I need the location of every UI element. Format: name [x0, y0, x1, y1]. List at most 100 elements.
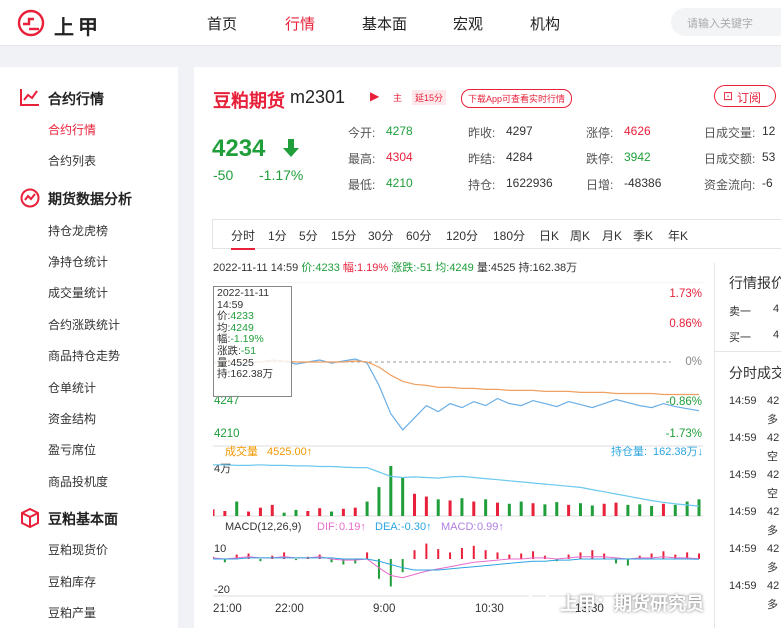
search-input[interactable]: 请输入关键字 — [671, 8, 781, 36]
macd-label: MACD(12,26,9) — [225, 521, 301, 533]
delay-badge: 延15分 — [412, 90, 447, 105]
sidebar-item-net-position[interactable]: 净持仓统计 — [48, 255, 109, 269]
dea-label: DEA: — [375, 521, 401, 533]
macd-bar — [294, 559, 297, 561]
tab-10[interactable]: 月K — [602, 229, 623, 243]
tab-6[interactable]: 120分 — [446, 229, 479, 243]
info-change-label: 涨跌: — [391, 262, 417, 274]
tab-11[interactable]: 季K — [633, 229, 654, 243]
tab-4[interactable]: 30分 — [368, 229, 394, 243]
volume-bar — [365, 501, 369, 516]
nav-quotes[interactable]: 行情 — [285, 16, 316, 33]
tab-1[interactable]: 1分 — [268, 229, 287, 243]
quote-label: 日成交量: — [704, 126, 756, 140]
nav-institution[interactable]: 机构 — [530, 16, 561, 33]
tab-0[interactable]: 分时 — [231, 227, 256, 250]
quote-label: 资金流向: — [704, 178, 756, 192]
macd-bar — [638, 555, 641, 559]
sidebar-item-contract-list[interactable]: 合约列表 — [48, 154, 97, 168]
y-tick-right: 0.86% — [669, 318, 702, 330]
intraday-chart[interactable]: 1.73% 0.86% 0% -0.86% -1.73% 4247 4210 成交量 4525.… — [213, 282, 705, 628]
download-app-button[interactable]: 下载App可查看实时行情 — [461, 89, 573, 108]
hold-value: 162.38万↓ — [653, 446, 703, 458]
tooltip-avg-label: 均: — [217, 321, 231, 334]
quote-value: 4284 — [506, 150, 533, 164]
sidebar-item-inventory[interactable]: 豆粕库存 — [48, 575, 97, 589]
volume-bar — [330, 511, 334, 516]
price-change: -50 — [213, 167, 234, 183]
macd-bar — [532, 551, 535, 559]
sidebar-item-change-stats[interactable]: 合约涨跌统计 — [48, 318, 121, 332]
tooltip-amp-label: 幅: — [217, 333, 231, 346]
macd-bar — [283, 552, 286, 559]
info-change: -51 — [416, 262, 433, 274]
sell-one-value: 4 — [773, 303, 780, 315]
volume-bar — [318, 508, 322, 516]
tab-3[interactable]: 15分 — [331, 229, 357, 243]
volume-bar — [223, 511, 227, 516]
tooltip-change-label: 涨跌: — [217, 344, 241, 357]
sidebar-item-contract-quotes[interactable]: 合约行情 — [48, 123, 97, 137]
sidebar-item-top-holders[interactable]: 持仓龙虎榜 — [48, 224, 109, 238]
tab-9[interactable]: 周K — [570, 229, 591, 243]
brand-name: 上甲 — [54, 17, 102, 39]
sidebar-item-warehouse-receipt[interactable]: 仓单统计 — [48, 381, 97, 395]
nav-home[interactable]: 首页 — [207, 16, 238, 33]
quote-value: 1622936 — [506, 176, 553, 190]
volume-value: 4525.00↑ — [267, 446, 312, 458]
tooltip-vol: 4525 — [230, 356, 254, 369]
sidebar-item-volume-stats[interactable]: 成交量统计 — [48, 286, 109, 300]
trade-time: 14:59 — [729, 543, 757, 555]
trade-type: 空 — [767, 488, 778, 500]
macd-bar — [484, 550, 487, 559]
macd-bar — [271, 555, 274, 559]
tab-7[interactable]: 180分 — [493, 229, 526, 243]
info-vol-label: 量: — [476, 262, 491, 274]
tab-2[interactable]: 5分 — [299, 229, 318, 243]
subscribe-button[interactable]: ⊡ 订阅 — [714, 85, 776, 107]
tab-5[interactable]: 60分 — [406, 229, 432, 243]
trade-type: 多 — [767, 562, 778, 574]
dif-label: DIF: — [317, 521, 338, 533]
tab-12[interactable]: 年K — [668, 229, 689, 243]
macd-bar — [437, 549, 440, 559]
macd-bar — [223, 559, 226, 563]
sidebar-item-spot-price[interactable]: 豆粕现货价 — [48, 543, 109, 557]
nav-macro[interactable]: 宏观 — [453, 16, 484, 33]
volume-bar — [389, 466, 393, 516]
volume-bar — [436, 499, 440, 516]
trade-price: 42 — [767, 580, 780, 592]
y-tick-right: -1.73% — [666, 428, 702, 440]
quote-value: 12 — [762, 124, 776, 138]
panel-title-quotes: 行情报价 — [729, 275, 781, 291]
info-hold-label: 持: — [518, 262, 533, 274]
nav-fundamentals[interactable]: 基本面 — [362, 16, 408, 33]
macd-bar — [520, 553, 523, 559]
quote-label: 涨停: — [586, 126, 614, 140]
quote-value: 4278 — [386, 124, 413, 138]
info-price: 4233 — [315, 262, 340, 274]
chart-tooltip: 2022-11-11 14:59 价:4233 均:4249 幅:-1.19% … — [213, 286, 292, 397]
macd-bar — [354, 559, 357, 564]
sidebar-item-speculation[interactable]: 商品投机度 — [48, 475, 109, 489]
brand-logo[interactable]: 上甲 — [16, 9, 126, 39]
macd-bar — [579, 552, 582, 559]
macd-bar — [472, 545, 475, 559]
hold-line — [213, 464, 700, 507]
last-price: 4234 — [212, 135, 266, 162]
trade-time: 14:59 — [729, 432, 757, 444]
tooltip-amp: -1.19% — [230, 333, 264, 346]
tab-8[interactable]: 日K — [539, 229, 560, 243]
play-icon[interactable]: ▶ — [370, 89, 380, 103]
down-arrow-icon — [283, 139, 299, 157]
macd-bar — [496, 552, 499, 559]
macd-bar — [615, 559, 618, 564]
volume-bar — [685, 501, 689, 516]
sidebar-item-capital-structure[interactable]: 资金结构 — [48, 412, 97, 426]
contract-code: m2301 — [290, 87, 346, 107]
quote-value: -48386 — [624, 176, 662, 190]
sidebar-item-holding-trend[interactable]: 商品持仓走势 — [48, 349, 121, 363]
sidebar-item-production[interactable]: 豆粕产量 — [48, 606, 97, 620]
macd-bar — [662, 551, 665, 559]
sidebar-item-pnl-seats[interactable]: 盈亏席位 — [48, 443, 97, 457]
